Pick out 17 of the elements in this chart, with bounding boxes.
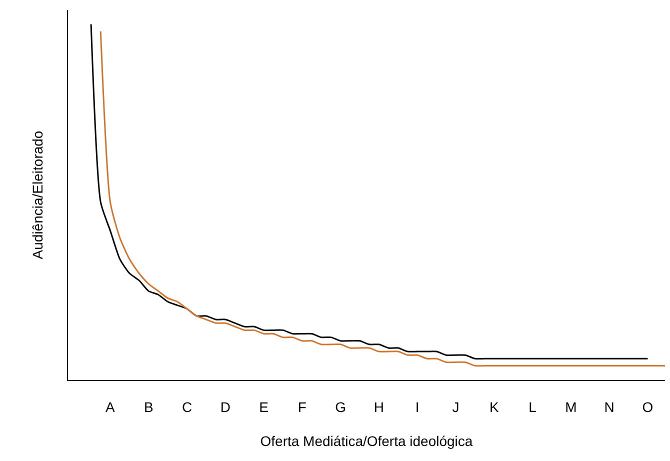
x-tick-label: B: [144, 398, 154, 415]
x-tick-label: O: [642, 398, 654, 415]
x-axis-title: Oferta Mediática/Oferta ideológica: [260, 433, 473, 450]
x-tick-label: A: [106, 398, 116, 415]
x-tick-label: K: [489, 398, 500, 415]
x-tick-label: J: [452, 398, 460, 415]
x-tick-label: I: [415, 398, 420, 415]
x-tick-label: D: [220, 398, 230, 415]
x-tick-label: C: [182, 398, 192, 415]
x-tick-label: L: [528, 398, 537, 415]
x-tick-label: M: [565, 398, 577, 415]
x-tick-label: N: [604, 398, 614, 415]
x-tick-label: F: [298, 398, 306, 415]
x-tick-label: E: [259, 398, 268, 415]
y-axis-title: Audiência/Eleitorado: [30, 130, 46, 260]
x-tick-label: H: [374, 398, 384, 415]
x-tick-label: G: [335, 398, 346, 415]
